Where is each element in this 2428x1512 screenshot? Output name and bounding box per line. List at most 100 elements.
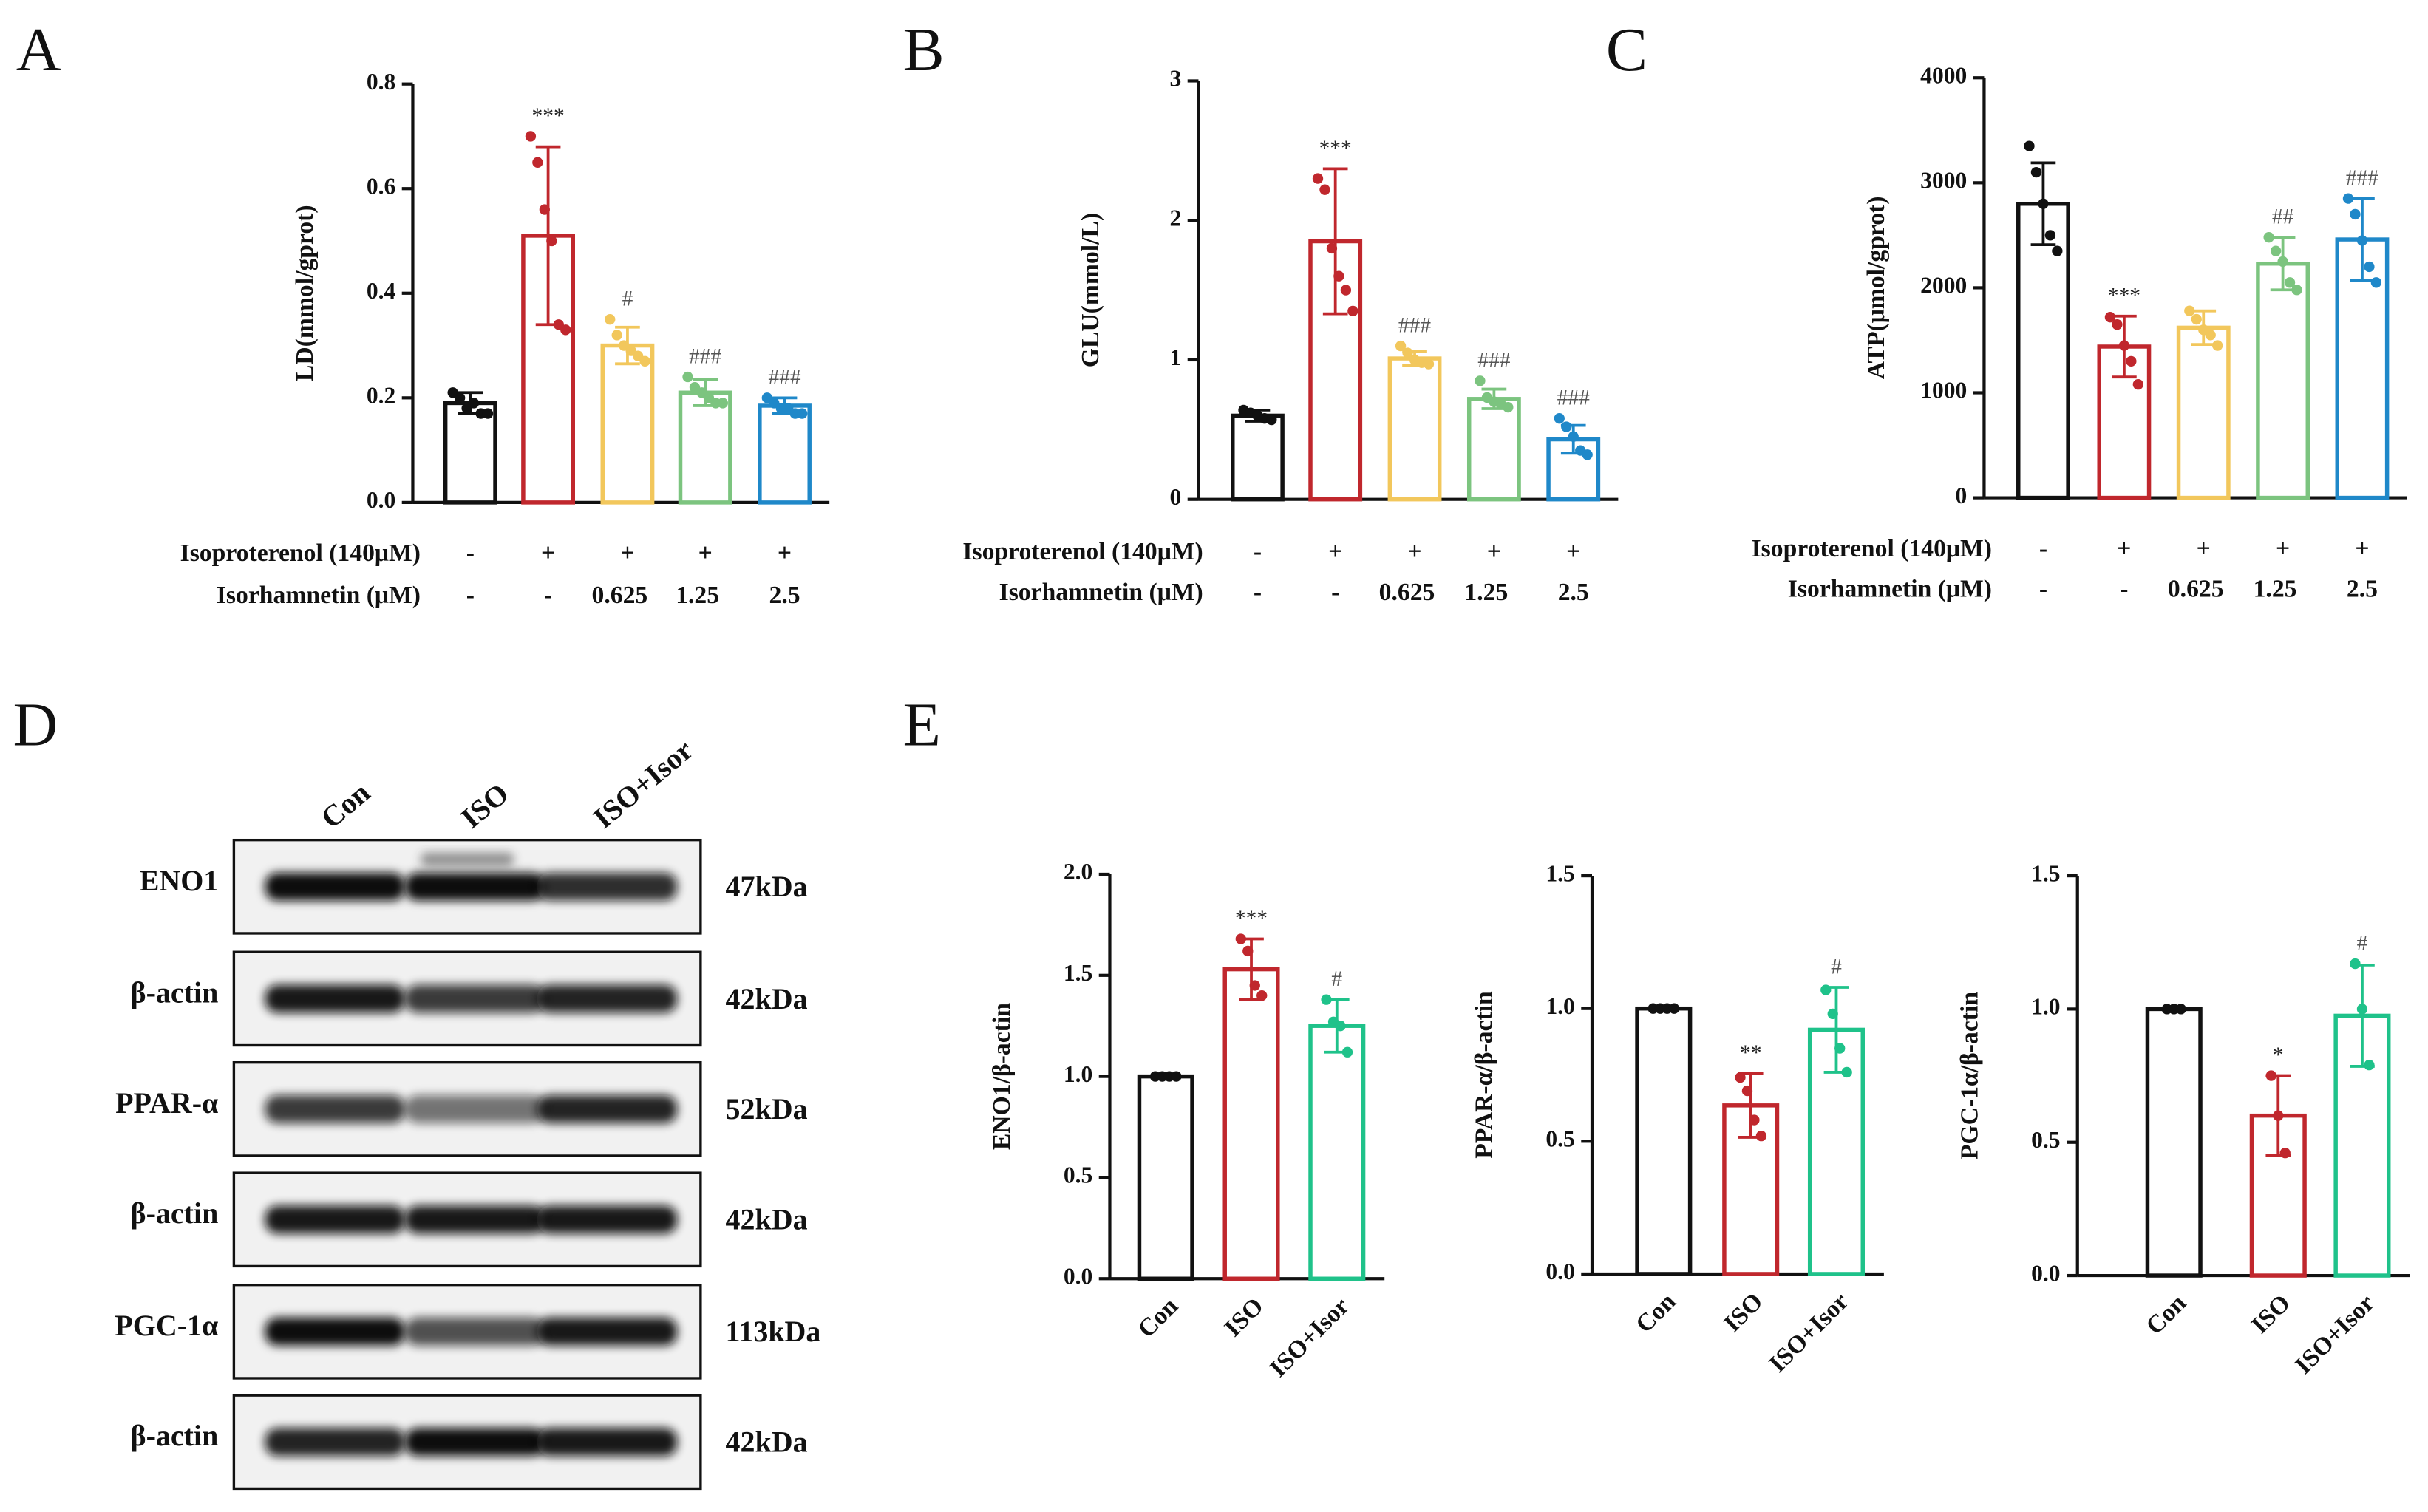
data-point (2118, 340, 2130, 351)
data-point (2356, 1004, 2368, 1015)
data-point (2291, 285, 2302, 296)
y-tick-label: 0.8 (367, 69, 395, 95)
y-tick-label: 0.0 (1545, 1259, 1574, 1284)
significance: # (2357, 932, 2368, 956)
treatment-label: Isoproterenol (140μM) (1752, 535, 1992, 562)
y-tick-label: 0.5 (1064, 1162, 1092, 1188)
protein-label: ENO1 (140, 864, 219, 897)
size-label: 113kDa (726, 1315, 821, 1348)
data-point (482, 408, 494, 419)
blot-row (232, 1060, 702, 1157)
data-point (1235, 933, 1246, 944)
data-point (2270, 245, 2282, 256)
blot-band (404, 1428, 545, 1457)
protein-label: β-actin (131, 975, 219, 1009)
significance: # (1331, 967, 1342, 991)
treatment-label: Isorhamnetin (μM) (999, 579, 1203, 606)
blot-band (537, 872, 678, 901)
y-tick-label: 0.6 (367, 173, 395, 199)
treatment-value: 2.5 (2347, 576, 2378, 603)
significance: * (2273, 1043, 2284, 1067)
data-point (1741, 1085, 1753, 1097)
data-point (1668, 1003, 1680, 1014)
x-tick-label: ISO (1718, 1288, 1768, 1338)
bar (2333, 1013, 2391, 1278)
treatment-value: + (1566, 538, 1580, 565)
panel-label: E (903, 691, 941, 760)
bar (600, 343, 655, 505)
data-point (2038, 198, 2049, 209)
treatment-label: Isorhamnetin (μM) (217, 582, 421, 609)
data-point (1735, 1072, 1746, 1083)
panel-label: B (903, 16, 945, 84)
data-point (1749, 1114, 1760, 1126)
lane-label: Con (314, 775, 375, 834)
bar (2145, 1007, 2203, 1278)
significance: ### (1398, 314, 1431, 338)
treatment-value: - (544, 582, 552, 609)
protein-label: PPAR-α (115, 1086, 218, 1120)
blot-band (265, 1428, 405, 1457)
y-tick-label: 0.2 (367, 383, 395, 409)
data-point (611, 330, 622, 341)
data-point (1249, 980, 1260, 991)
size-label: 42kDa (726, 1426, 808, 1459)
treatment-label: Isoproterenol (140μM) (962, 538, 1203, 565)
blot-band (265, 984, 405, 1013)
data-point (1820, 984, 1832, 995)
data-point (2024, 140, 2035, 151)
treatment-value: 1.25 (676, 582, 719, 609)
lane-label: ISO (455, 777, 515, 835)
y-axis-label: ENO1/β-actin (988, 1003, 1016, 1150)
bar (1308, 1024, 1366, 1281)
data-point (2350, 208, 2361, 220)
bar (1222, 967, 1280, 1281)
data-point (1827, 1008, 1838, 1020)
error-bar (1322, 167, 1348, 316)
data-point (2205, 330, 2216, 341)
x-tick-label: ISO+Isor (1265, 1293, 1355, 1383)
bar (2256, 261, 2310, 500)
data-point (2126, 355, 2137, 367)
panel-label: D (13, 691, 58, 760)
data-point (2370, 277, 2382, 288)
y-tick-label: 1.5 (1064, 960, 1092, 986)
treatment-label: Isoproterenol (140μM) (180, 539, 421, 567)
data-point (1841, 1066, 1852, 1078)
bar (1137, 1074, 1194, 1281)
treatment-value: - (2039, 535, 2047, 562)
treatment-value: 0.625 (1379, 579, 1435, 606)
size-label: 47kDa (726, 870, 808, 903)
y-tick-label: 0.0 (2031, 1260, 2060, 1286)
y-tick-label: 4000 (1920, 62, 1967, 88)
data-point (1402, 347, 1413, 358)
treatment-value: - (466, 539, 475, 567)
treatment-value: 2.5 (769, 582, 800, 609)
data-point (1582, 449, 1593, 460)
data-point (1321, 994, 1332, 1005)
y-tick-label: 3 (1170, 66, 1182, 92)
data-point (2030, 166, 2042, 178)
bar (1635, 1006, 1693, 1276)
data-point (2277, 256, 2288, 268)
y-tick-label: 1.5 (1545, 860, 1574, 886)
y-tick-label: 1.0 (1545, 993, 1574, 1019)
data-point (1561, 421, 1572, 432)
x-tick-label: ISO+Isor (2290, 1290, 2380, 1380)
data-point (2265, 1070, 2276, 1081)
blot-band (420, 852, 514, 867)
blot-band (537, 1317, 678, 1346)
data-point (1755, 1130, 1767, 1142)
data-point (560, 324, 571, 336)
significance: # (622, 287, 633, 311)
data-point (2212, 340, 2223, 351)
bar (1387, 356, 1442, 502)
treatment-value: + (620, 539, 634, 567)
significance: ** (1740, 1041, 1761, 1065)
treatment-value: + (2355, 535, 2369, 562)
blot-band (537, 1428, 678, 1457)
data-point (2104, 312, 2116, 323)
y-tick-label: 1 (1170, 344, 1182, 370)
y-tick-label: 0 (1956, 483, 1968, 508)
significance: *** (2108, 284, 2140, 307)
